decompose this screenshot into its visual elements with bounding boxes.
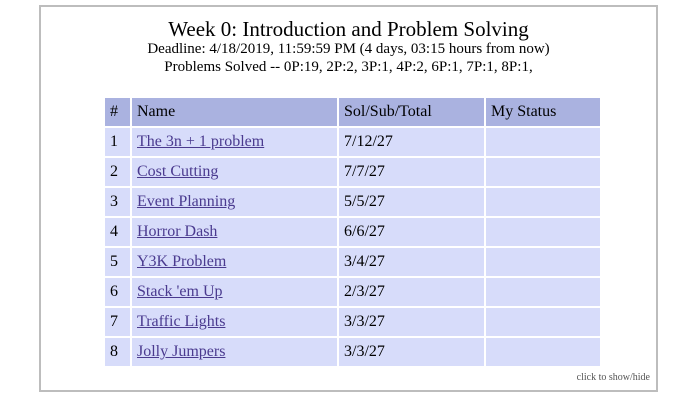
problem-link[interactable]: The 3n + 1 problem	[137, 133, 265, 150]
problem-sol-sub-total: 3/3/27	[339, 338, 484, 366]
problem-number: 3	[105, 188, 130, 216]
deadline-text: Deadline: 4/18/2019, 11:59:59 PM (4 days…	[147, 41, 550, 57]
problem-sol-sub-total: 3/3/27	[339, 308, 484, 336]
problem-name-cell: Traffic Lights	[132, 308, 337, 336]
problem-link[interactable]: Jolly Jumpers	[137, 343, 226, 360]
problem-name-cell: Jolly Jumpers	[132, 338, 337, 366]
problem-name-cell: Y3K Problem	[132, 248, 337, 276]
problem-sol-sub-total: 7/7/27	[339, 158, 484, 186]
problem-link[interactable]: Y3K Problem	[137, 253, 227, 270]
table-row: 7 Traffic Lights 3/3/27	[105, 308, 600, 336]
problem-link[interactable]: Cost Cutting	[137, 163, 219, 180]
column-header-number: #	[105, 98, 130, 126]
problem-number: 5	[105, 248, 130, 276]
problem-my-status	[486, 158, 600, 186]
problem-number: 6	[105, 278, 130, 306]
problem-sol-sub-total: 7/12/27	[339, 128, 484, 156]
table-row: 8 Jolly Jumpers 3/3/27	[105, 338, 600, 366]
problem-number: 7	[105, 308, 130, 336]
problem-link[interactable]: Traffic Lights	[137, 313, 226, 330]
table-row: 4 Horror Dash 6/6/27	[105, 218, 600, 246]
problem-number: 8	[105, 338, 130, 366]
problem-sol-sub-total: 5/5/27	[339, 188, 484, 216]
column-header-sol-sub-total: Sol/Sub/Total	[339, 98, 484, 126]
table-header-row: # Name Sol/Sub/Total My Status	[105, 98, 600, 126]
problem-name-cell: Horror Dash	[132, 218, 337, 246]
column-header-my-status: My Status	[486, 98, 600, 126]
problem-my-status	[486, 278, 600, 306]
problem-my-status	[486, 188, 600, 216]
problem-sol-sub-total: 6/6/27	[339, 218, 484, 246]
problem-link[interactable]: Horror Dash	[137, 223, 218, 240]
problem-sol-sub-total: 2/3/27	[339, 278, 484, 306]
problem-name-cell: Event Planning	[132, 188, 337, 216]
problem-my-status	[486, 338, 600, 366]
problem-sol-sub-total: 3/4/27	[339, 248, 484, 276]
problem-name-cell: Cost Cutting	[132, 158, 337, 186]
problems-table: # Name Sol/Sub/Total My Status 1 The 3n …	[103, 96, 602, 368]
problems-solved-summary: Problems Solved -- 0P:19, 2P:2, 3P:1, 4P…	[164, 59, 533, 75]
problem-number: 1	[105, 128, 130, 156]
problem-my-status	[486, 218, 600, 246]
problem-number: 2	[105, 158, 130, 186]
column-header-name: Name	[132, 98, 337, 126]
table-row: 5 Y3K Problem 3/4/27	[105, 248, 600, 276]
problem-my-status	[486, 248, 600, 276]
problem-my-status	[486, 128, 600, 156]
page-title: Week 0: Introduction and Problem Solving	[168, 17, 529, 41]
show-hide-toggle[interactable]: click to show/hide	[576, 372, 650, 383]
problem-my-status	[486, 308, 600, 336]
problem-link[interactable]: Event Planning	[137, 193, 236, 210]
problem-link[interactable]: Stack 'em Up	[137, 283, 223, 300]
problem-name-cell: Stack 'em Up	[132, 278, 337, 306]
table-row: 1 The 3n + 1 problem 7/12/27	[105, 128, 600, 156]
table-row: 2 Cost Cutting 7/7/27	[105, 158, 600, 186]
week-panel: Week 0: Introduction and Problem Solving…	[39, 5, 658, 392]
table-row: 6 Stack 'em Up 2/3/27	[105, 278, 600, 306]
problem-name-cell: The 3n + 1 problem	[132, 128, 337, 156]
problem-number: 4	[105, 218, 130, 246]
table-row: 3 Event Planning 5/5/27	[105, 188, 600, 216]
